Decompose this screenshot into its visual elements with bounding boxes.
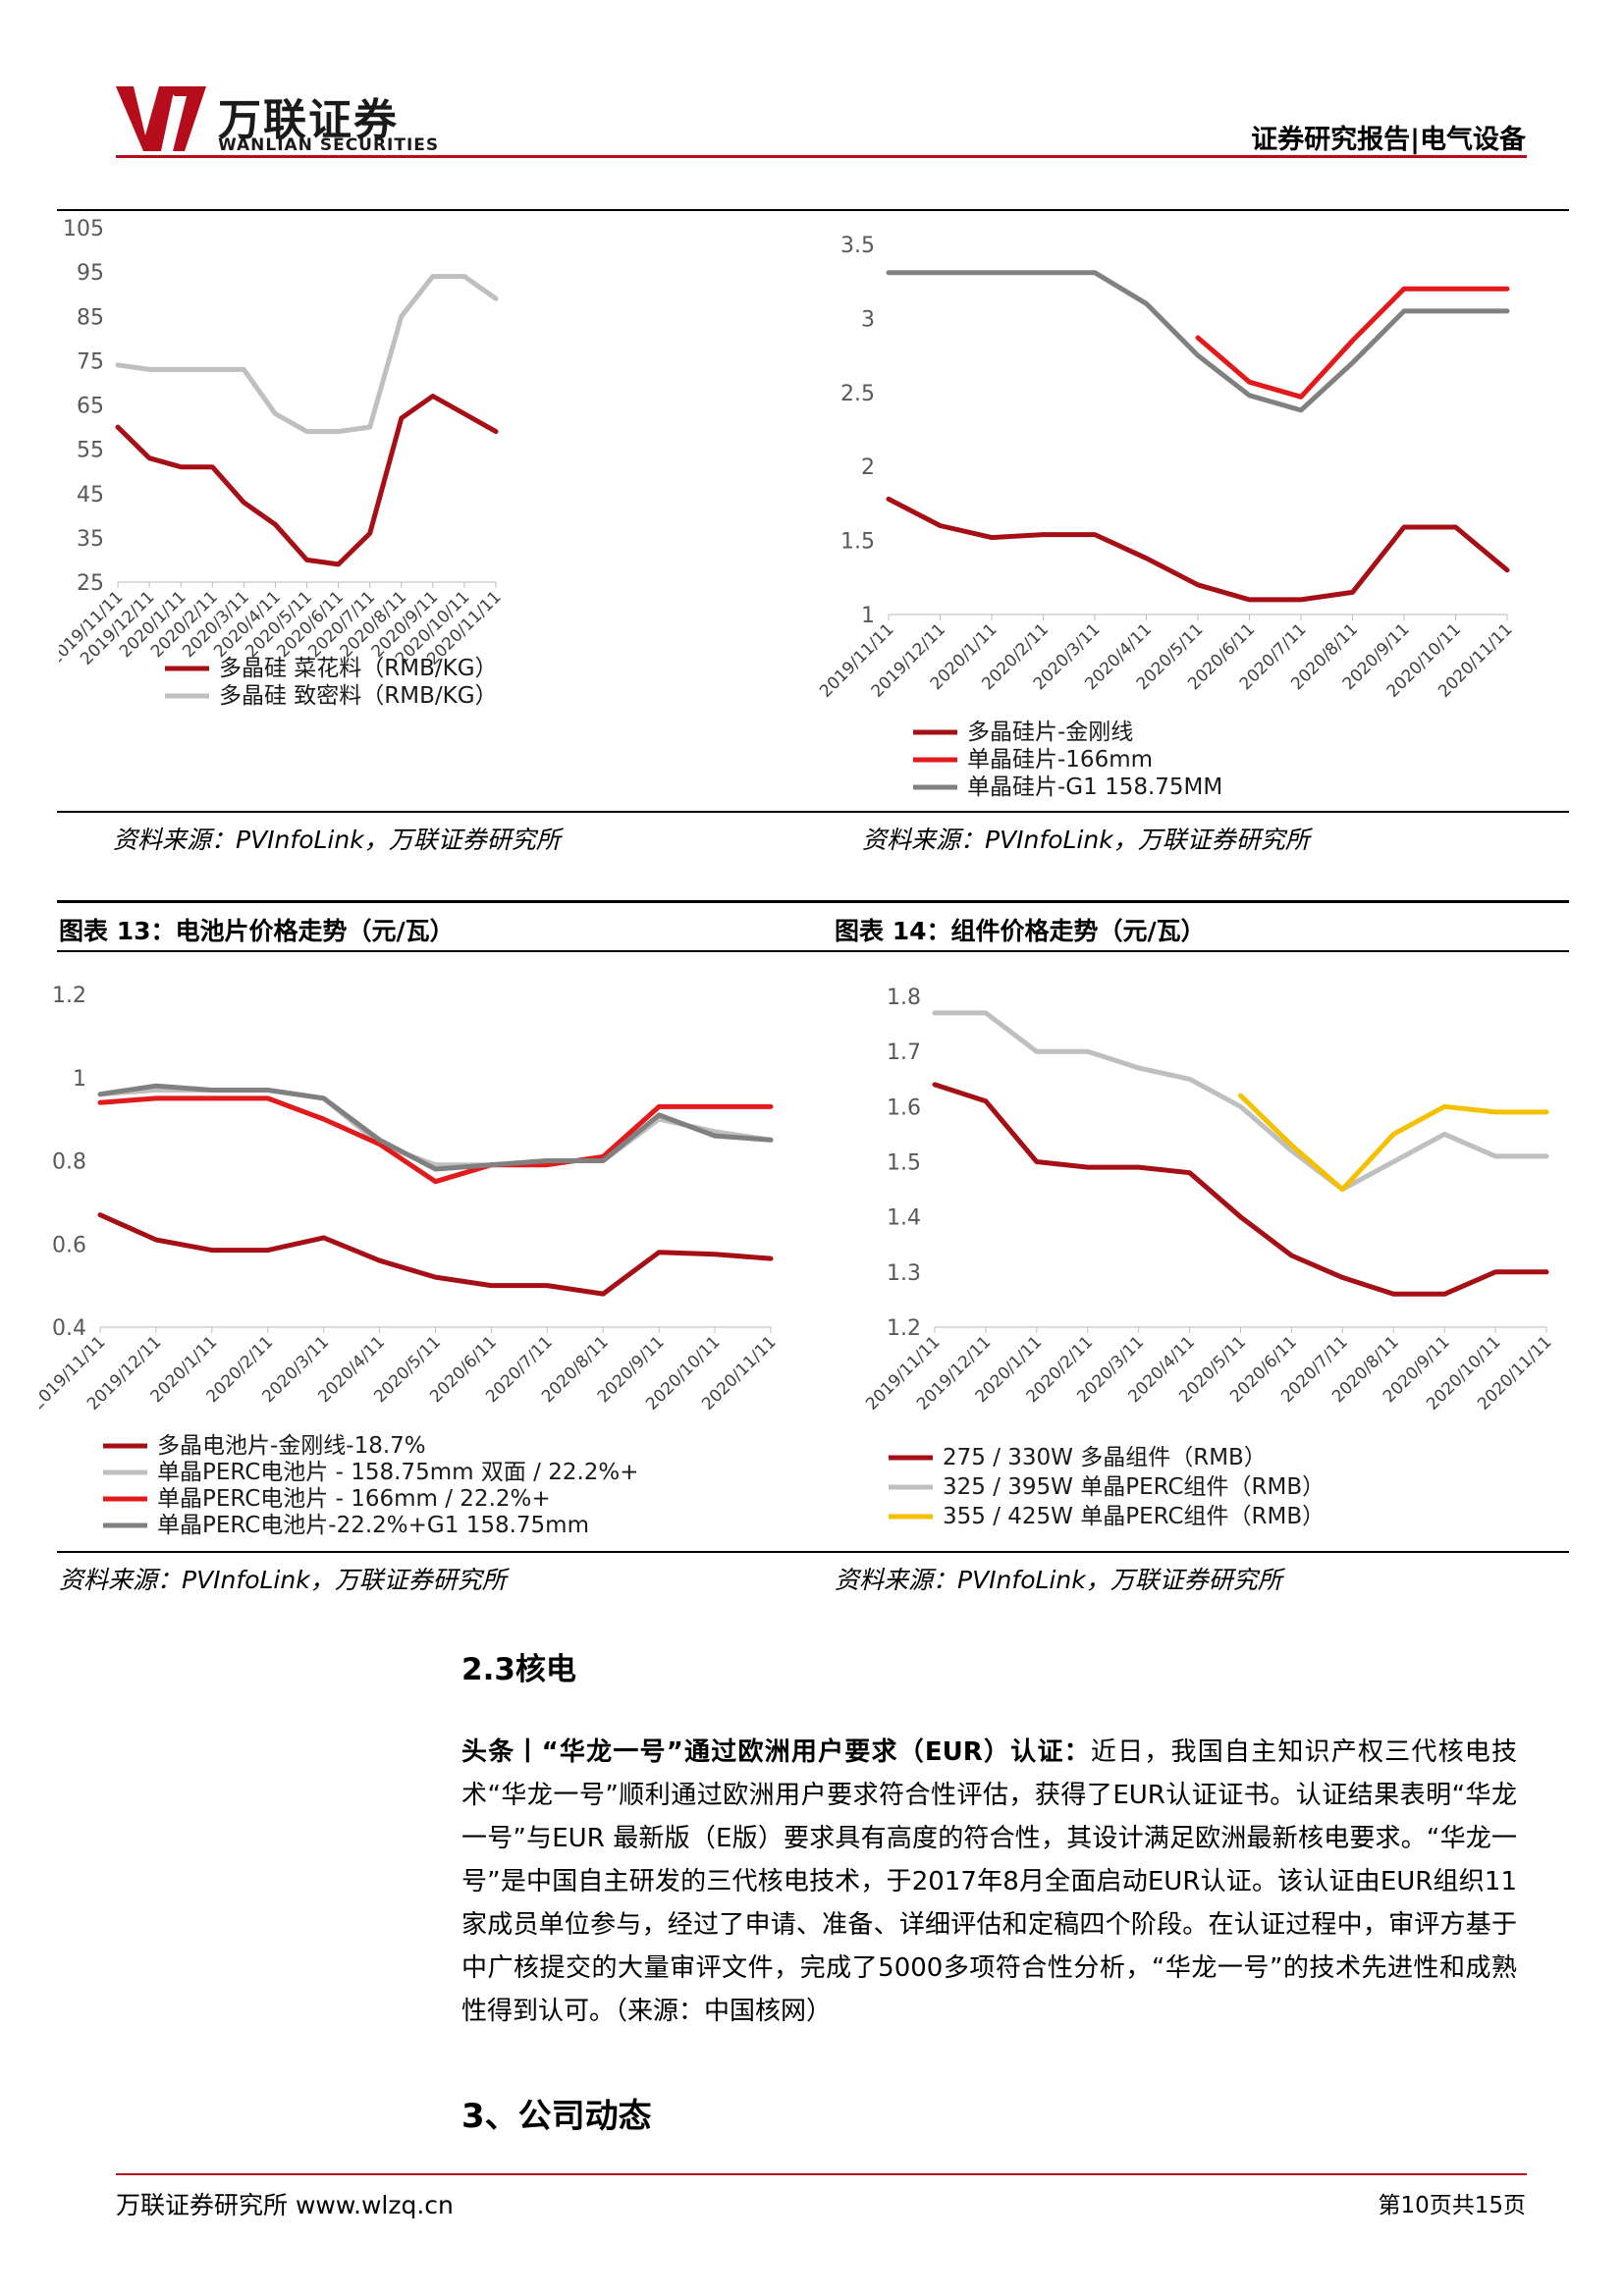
figure-14-title: 图表 14：组件价格走势（元/瓦） [835,917,1206,945]
y-tick-label: 0.6 [52,1233,86,1257]
y-tick-label: 1.2 [52,984,86,1008]
series-line [97,1095,774,1185]
y-tick-label: 0.8 [52,1150,86,1175]
chart-rule-1 [57,811,1569,813]
source-note: 资料来源：PVInfoLink，万联证券研究所 [862,826,1310,854]
y-tick-label: 1.5 [887,1151,921,1176]
y-tick-label: 75 [77,349,104,374]
series-line [1238,1093,1549,1193]
fig-rule-bottom [57,950,1569,952]
legend-label: 355 / 425W 单晶PERC组件（RMB） [943,1504,1325,1529]
series-line [115,274,499,435]
y-tick-label: 0.4 [52,1316,86,1341]
y-tick-label: 45 [77,483,104,507]
legend-label: 多晶电池片-金刚线-18.7% [157,1433,426,1459]
report-category: 证券研究报告|电气设备 [1251,125,1526,155]
y-tick-label: 1 [861,604,875,628]
legend-label: 单晶PERC电池片-22.2%+G1 158.75mm [157,1513,589,1538]
legend-label: 单晶硅片-166mm [967,747,1153,773]
chart-wafer: 11.522.533.52019/11/112019/12/112020/1/1… [816,234,1516,800]
series-line [886,270,1510,413]
y-tick-label: 55 [77,439,104,463]
series-line [97,1083,774,1172]
y-tick-label: 1.8 [887,986,921,1010]
news-paragraph: 头条丨“华龙一号”通过欧洲用户要求（EUR）认证：近日，我国自主知识产权三代核电… [461,1731,1517,2033]
y-tick-label: 1.6 [887,1095,921,1120]
news-body: 近日，我国自主知识产权三代核电技术“华龙一号”顺利通过欧洲用户要求符合性评估，获… [461,1737,1517,2026]
figure-13-title: 图表 13：电池片价格走势（元/瓦） [59,917,455,945]
y-tick-label: 1.3 [887,1261,921,1286]
series-line [932,1010,1549,1193]
footer-rule [116,2173,1527,2175]
legend-label: 单晶PERC电池片 - 166mm / 22.2%+ [157,1486,551,1512]
y-tick-label: 2.5 [840,382,875,406]
y-tick-label: 65 [77,395,104,419]
wanlian-logo-icon [116,86,206,151]
series-line [932,1082,1549,1297]
y-tick-label: 3.5 [840,234,875,258]
fig-rule-top [57,900,1569,903]
y-tick-label: 105 [63,217,104,241]
series-line [886,496,1510,603]
y-tick-label: 85 [77,305,104,330]
source-note: 资料来源：PVInfoLink，万联证券研究所 [835,1566,1282,1594]
series-line [115,394,499,567]
logo-text-cn: 万联证券 [218,95,399,145]
legend-label: 单晶硅片-G1 158.75MM [967,774,1222,800]
legend-label: 多晶硅 致密料（RMB/KG） [219,683,498,709]
legend-label: 275 / 330W 多晶组件（RMB） [943,1445,1267,1470]
page-number: 第10页共15页 [1378,2193,1526,2218]
header-rule [116,155,1527,158]
source-note: 资料来源：PVInfoLink，万联证券研究所 [113,826,561,854]
section-title-2-3: 2.3核电 [461,1652,576,1687]
y-tick-label: 1.5 [840,530,875,555]
chart-module: 1.21.31.41.51.61.71.82019/11/112019/12/1… [862,986,1555,1529]
y-tick-label: 95 [77,261,104,286]
news-headline: 头条丨“华龙一号”通过欧洲用户要求（EUR）认证： [461,1737,1091,1767]
section-title-3: 3、公司动态 [461,2097,652,2136]
logo-text-en: WANLIAN SECURITIES [218,135,440,155]
legend-label: 多晶硅片-金刚线 [967,720,1133,745]
series-line [97,1088,774,1168]
y-tick-label: 1.4 [887,1206,921,1231]
chart-rule-2 [57,1551,1569,1553]
y-tick-label: 3 [861,307,875,332]
y-tick-label: 1 [73,1067,86,1092]
legend-label: 单晶PERC电池片 - 158.75mm 双面 / 22.2%+ [157,1460,639,1485]
chart-polysilicon: 25354555657585951052019/11/112019/12/112… [59,217,506,709]
y-tick-label: 25 [77,571,104,596]
y-tick-label: 35 [77,527,104,552]
source-note: 资料来源：PVInfoLink，万联证券研究所 [59,1566,507,1594]
y-tick-label: 2 [861,455,875,480]
series-line [97,1212,774,1297]
footer-site: 万联证券研究所 www.wlzq.cn [116,2191,454,2219]
legend-label: 多晶硅 菜花料（RMB/KG） [219,656,498,681]
legend-label: 325 / 395W 单晶PERC组件（RMB） [943,1474,1325,1500]
y-tick-label: 1.2 [887,1316,921,1341]
chart-cell: 0.40.60.811.22019/11/112019/12/112020/1/… [39,984,781,1538]
series-line [1195,286,1510,400]
top-rule [57,209,1569,211]
y-tick-label: 1.7 [887,1041,921,1065]
